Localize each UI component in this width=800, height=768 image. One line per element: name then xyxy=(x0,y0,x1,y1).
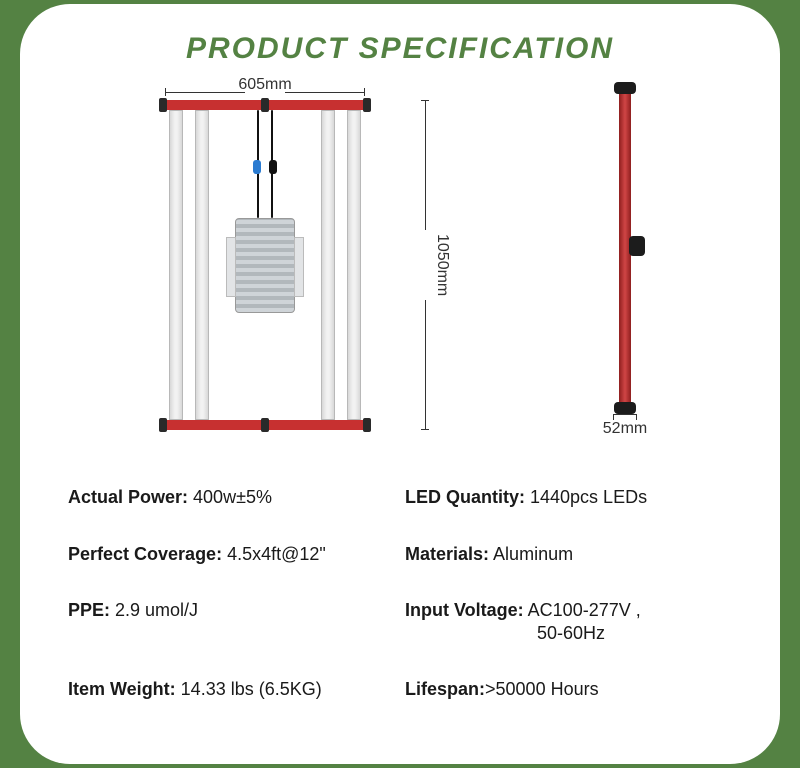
spec-label: Lifespan: xyxy=(405,679,485,699)
led-bar xyxy=(347,110,361,420)
height-dimension: 1050mm xyxy=(421,100,451,430)
spec-value-line2: 50-60Hz xyxy=(405,622,732,645)
side-view-diagram: 52mm xyxy=(565,76,685,456)
fixture-frame xyxy=(165,100,365,430)
spec-label: Materials: xyxy=(405,544,489,564)
spec-value: 4.5x4ft@12" xyxy=(222,544,326,564)
led-bar xyxy=(169,110,183,420)
led-bar xyxy=(195,110,209,420)
spec-ppe: PPE: 2.9 umol/J xyxy=(68,599,395,644)
spec-value: 1440pcs LEDs xyxy=(525,487,647,507)
spec-actual-power: Actual Power: 400w±5% xyxy=(68,486,395,509)
spec-label: Item Weight: xyxy=(68,679,176,699)
front-view-diagram: 605mm xyxy=(115,76,415,456)
spec-value: 400w±5% xyxy=(188,487,272,507)
spec-value: Aluminum xyxy=(489,544,573,564)
spec-label: PPE: xyxy=(68,600,110,620)
connector-icon xyxy=(253,160,261,174)
spec-value: 14.33 lbs (6.5KG) xyxy=(176,679,322,699)
page-title: PRODUCT SPECIFICATION xyxy=(60,32,740,66)
width-dimension: 605mm xyxy=(165,76,365,96)
spec-grid: Actual Power: 400w±5% LED Quantity: 1440… xyxy=(60,476,740,701)
spec-input-voltage: Input Voltage: AC100-277V , 50-60Hz xyxy=(405,599,732,644)
connector-icon xyxy=(269,160,277,174)
depth-dimension: 52mm xyxy=(585,420,665,438)
spec-perfect-coverage: Perfect Coverage: 4.5x4ft@12" xyxy=(68,543,395,566)
depth-dimension-label: 52mm xyxy=(603,420,647,437)
spec-led-quantity: LED Quantity: 1440pcs LEDs xyxy=(405,486,732,509)
top-rail xyxy=(161,100,369,110)
diagram-row: 605mm xyxy=(60,76,740,466)
spec-value: AC100-277V , xyxy=(524,600,641,620)
spec-item-weight: Item Weight: 14.33 lbs (6.5KG) xyxy=(68,678,395,701)
end-cap xyxy=(614,402,636,414)
spec-value: >50000 Hours xyxy=(485,679,599,699)
end-cap xyxy=(614,82,636,94)
spec-label: Actual Power: xyxy=(68,487,188,507)
mount-knob xyxy=(629,236,645,256)
spec-label: Input Voltage: xyxy=(405,600,524,620)
driver-heatsink xyxy=(235,218,295,313)
spec-value: 2.9 umol/J xyxy=(110,600,198,620)
height-dimension-label: 1050mm xyxy=(434,234,451,296)
spec-label: LED Quantity: xyxy=(405,487,525,507)
spec-label: Perfect Coverage: xyxy=(68,544,222,564)
bottom-rail xyxy=(161,420,369,430)
width-dimension-label: 605mm xyxy=(238,76,291,93)
spec-materials: Materials: Aluminum xyxy=(405,543,732,566)
led-bar xyxy=(321,110,335,420)
spec-lifespan: Lifespan:>50000 Hours xyxy=(405,678,732,701)
spec-card: PRODUCT SPECIFICATION 605mm xyxy=(20,4,780,764)
